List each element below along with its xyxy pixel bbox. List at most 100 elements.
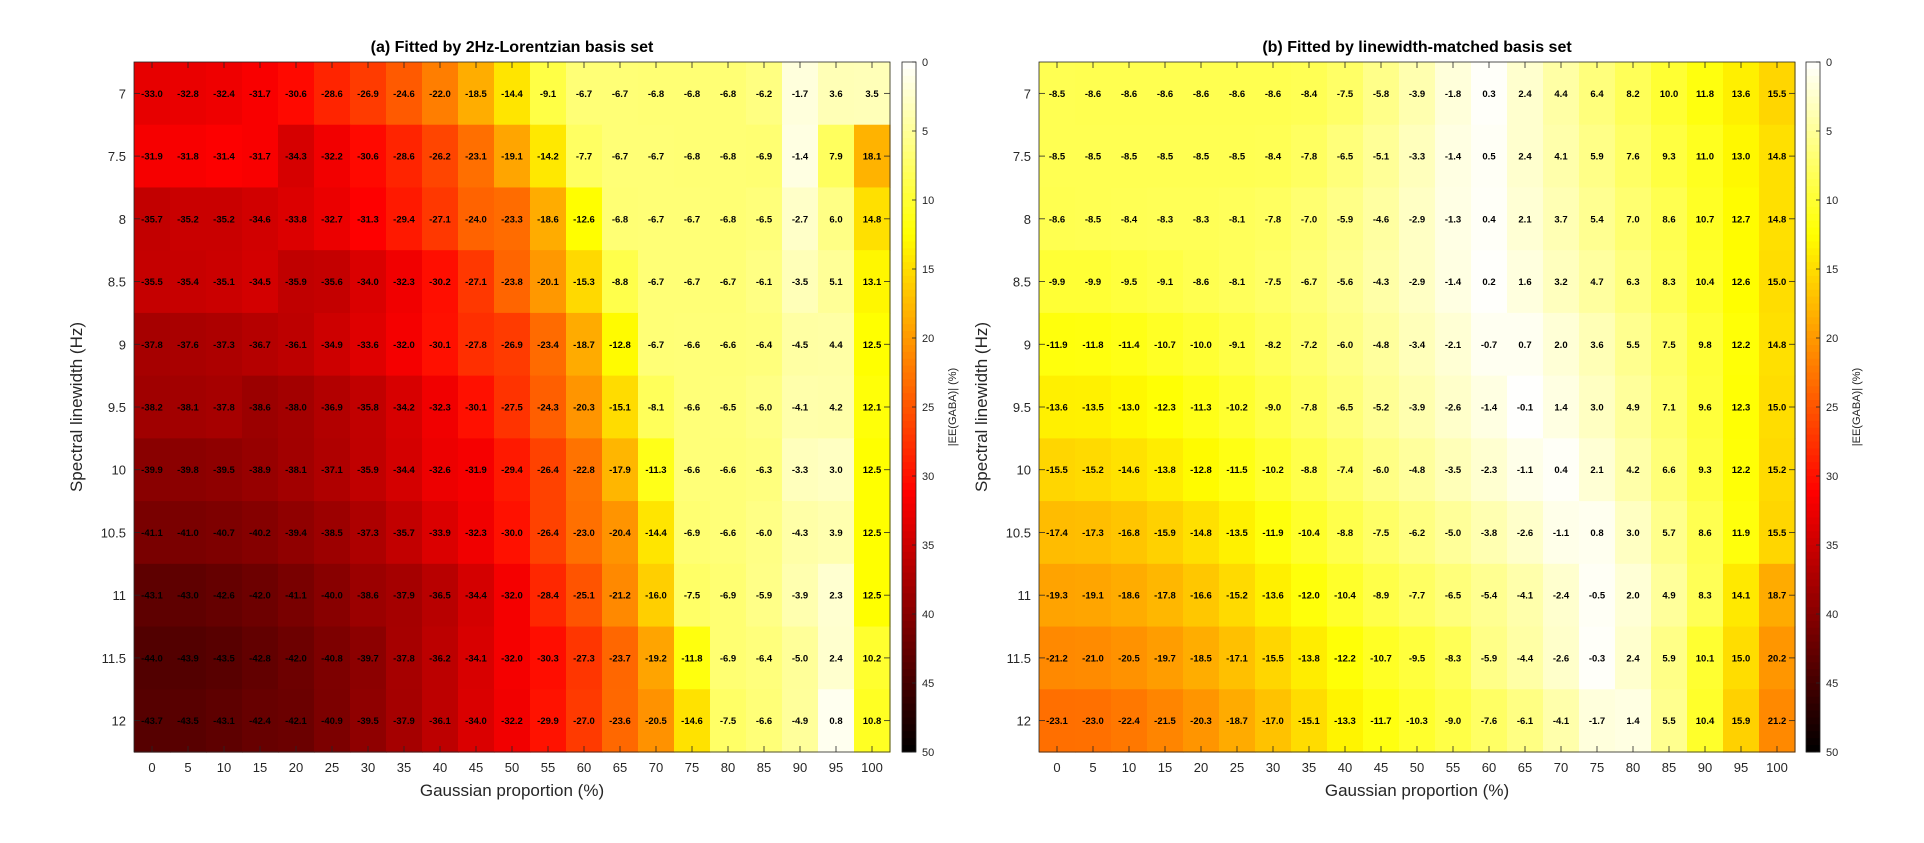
colorbar-tick-label: 25 — [1826, 402, 1838, 414]
cell-value-label: -24.6 — [393, 89, 415, 100]
x-tick-label: 10 — [1122, 760, 1136, 775]
cell-value-label: 8.3 — [1698, 591, 1711, 602]
cell-value-label: -37.8 — [213, 403, 235, 414]
cell-value-label: 5.5 — [1626, 340, 1640, 351]
heatmap-cell — [494, 312, 531, 377]
heatmap-cell — [206, 438, 243, 502]
colorbar-segment — [902, 724, 916, 732]
x-tick-label: 85 — [1662, 760, 1676, 775]
cell-value-label: -16.8 — [1118, 528, 1140, 539]
colorbar-segment — [902, 248, 916, 256]
cell-value-label: 7.5 — [1662, 340, 1676, 351]
x-tick-label: 35 — [397, 760, 411, 775]
cell-value-label: -5.0 — [792, 653, 808, 664]
colorbar-segment — [902, 427, 916, 436]
heatmap-cell — [1651, 375, 1688, 439]
x-tick-label: 100 — [861, 760, 883, 775]
heatmap-cell — [1723, 312, 1760, 377]
heatmap-cell — [1147, 438, 1184, 502]
colorbar-segment — [1806, 344, 1820, 353]
colorbar-segment — [1806, 676, 1820, 684]
heatmap-cell — [1651, 501, 1688, 565]
heatmap-cell — [350, 375, 387, 439]
x-tick-label: 35 — [1302, 760, 1316, 775]
colorbar-segment — [902, 717, 916, 725]
cell-value-label: -0.3 — [1589, 653, 1605, 664]
heatmap-cell — [638, 312, 675, 377]
colorbar-segment — [902, 676, 916, 684]
colorbar-segment — [902, 489, 916, 498]
cell-value-label: -17.0 — [1262, 716, 1284, 727]
heatmap-cell — [674, 375, 711, 439]
cell-value-label: 12.5 — [863, 591, 882, 602]
cell-value-label: -6.2 — [756, 89, 772, 100]
cell-value-label: -6.0 — [756, 403, 772, 414]
colorbar-segment — [1806, 434, 1820, 442]
colorbar-segment — [902, 538, 916, 546]
heatmap-cell — [1579, 62, 1616, 126]
heatmap-cell — [1399, 312, 1436, 377]
cell-value-label: -15.5 — [1262, 653, 1284, 664]
colorbar-segment — [902, 89, 916, 97]
y-tick-label: 10 — [1017, 463, 1031, 478]
cell-value-label: -4.4 — [1517, 653, 1534, 664]
heatmap-cell — [674, 501, 711, 565]
heatmap-cell — [674, 187, 711, 251]
heatmap-cell — [1615, 501, 1652, 565]
cell-value-label: -10.2 — [1262, 465, 1284, 476]
cell-value-label: -9.1 — [1157, 277, 1174, 288]
colorbar-segment — [902, 144, 916, 153]
y-axis-label: Spectral linewidth (Hz) — [972, 322, 991, 492]
heatmap-cell — [1363, 438, 1400, 502]
cell-value-label: -19.1 — [1082, 591, 1104, 602]
heatmap-cell — [314, 124, 351, 189]
colorbar-segment — [902, 593, 916, 601]
heatmap-cell — [1075, 312, 1112, 377]
heatmap-cell — [314, 501, 351, 565]
heatmap-cell — [206, 626, 243, 690]
colorbar-segment — [902, 179, 916, 187]
cell-value-label: -8.8 — [1337, 528, 1353, 539]
colorbar-segment — [902, 551, 916, 560]
colorbar-tick-label: 5 — [1826, 126, 1832, 138]
cell-value-label: -9.9 — [1085, 277, 1101, 288]
cell-value-label: -4.5 — [792, 340, 809, 351]
heatmap-cell — [278, 62, 315, 126]
cell-value-label: -36.2 — [429, 653, 451, 664]
cell-value-label: 6.0 — [829, 214, 842, 225]
heatmap-cell — [1291, 375, 1328, 439]
heatmap-cell — [206, 312, 243, 377]
heatmap-cell — [710, 124, 747, 189]
cell-value-label: 5.9 — [1662, 653, 1675, 664]
heatmap-cell — [1723, 563, 1760, 628]
cell-value-label: -4.3 — [792, 528, 808, 539]
heatmap-cell — [1327, 124, 1364, 189]
cell-value-label: -42.0 — [249, 591, 271, 602]
cell-value-label: -7.5 — [1337, 89, 1354, 100]
cell-value-label: -27.5 — [501, 403, 523, 414]
cell-value-label: -27.3 — [573, 653, 595, 664]
cell-value-label: -25.1 — [573, 591, 595, 602]
cell-value-label: 11.0 — [1696, 152, 1714, 163]
heatmap-cell — [1039, 438, 1076, 502]
heatmap-cell — [746, 124, 783, 189]
cell-value-label: -8.6 — [1229, 89, 1245, 100]
colorbar-segment — [1806, 282, 1820, 291]
x-tick-label: 45 — [469, 760, 483, 775]
cell-value-label: 4.9 — [1626, 403, 1639, 414]
cell-value-label: -15.5 — [1046, 465, 1068, 476]
heatmap-cell — [458, 438, 495, 502]
heatmap-cell — [1363, 62, 1400, 126]
heatmap-cell — [1579, 626, 1616, 690]
cell-value-label: -34.3 — [285, 152, 307, 163]
heatmap-cell — [1507, 438, 1544, 502]
heatmap-cell — [206, 501, 243, 565]
cell-value-label: -23.1 — [465, 152, 487, 163]
x-tick-label: 90 — [793, 760, 807, 775]
heatmap-cell — [1435, 563, 1472, 628]
colorbar-tick-label: 5 — [922, 126, 928, 138]
colorbar-tick-label: 45 — [1826, 678, 1838, 690]
cell-value-label: -7.7 — [1409, 591, 1425, 602]
cell-value-label: 6.3 — [1626, 277, 1639, 288]
cell-value-label: -35.7 — [393, 528, 415, 539]
